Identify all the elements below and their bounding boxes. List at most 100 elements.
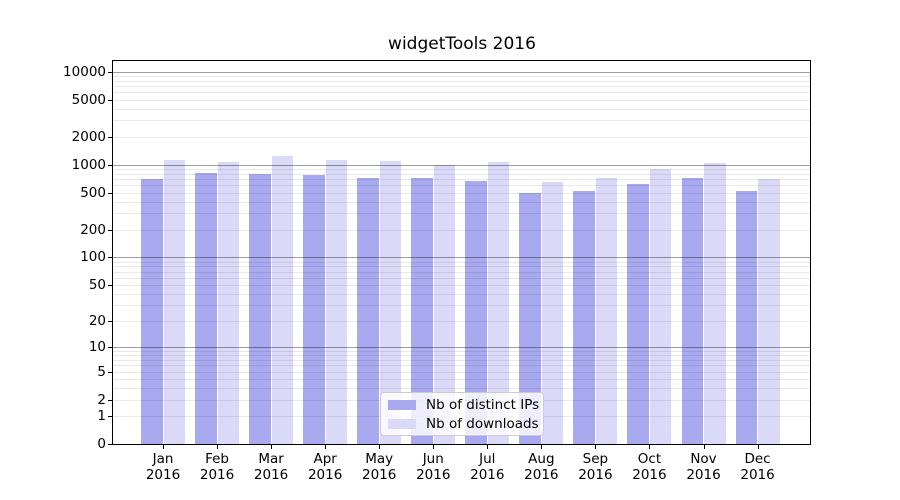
bar-distinct-ips-mar [249,173,271,444]
x-tick-label-apr: Apr 2016 [307,451,343,483]
minor-gridline [113,293,810,295]
bar-downloads-may [379,160,402,444]
y-tick [108,164,112,166]
y-tick-label: 200 [80,221,106,238]
minor-gridline [113,75,810,77]
x-tick-label-nov: Nov 2016 [686,451,721,483]
y-tick [108,444,112,445]
bar-distinct-ips-jul [465,180,487,444]
bar-downloads-sep [595,177,618,444]
minor-gridline [113,108,810,110]
y-tick [108,192,112,194]
minor-gridline [113,387,810,389]
minor-gridline [113,92,810,94]
x-tick-label-sep: Sep 2016 [578,451,613,483]
legend: Nb of distinct IPs Nb of downloads [380,392,544,436]
legend-label-downloads: Nb of downloads [426,415,539,432]
bar-downloads-apr [325,159,348,444]
legend-item-downloads: Nb of downloads [388,416,543,432]
bar-downloads-aug [541,181,564,444]
minor-gridline [113,350,810,352]
minor-gridline [113,136,810,138]
bar-distinct-ips-jan [141,179,163,444]
y-tick-label: 0 [97,436,106,452]
y-tick [108,399,112,401]
x-tick-label-oct: Oct 2016 [632,451,667,483]
bar-distinct-ips-oct [627,183,649,444]
y-tick [108,347,112,349]
bar-distinct-ips-apr [303,174,325,444]
x-tick-label-jan: Jan 2016 [145,451,181,483]
minor-gridline [113,213,810,215]
x-tick [541,445,543,449]
y-tick-label: 500 [80,184,106,201]
minor-gridline [113,371,810,373]
y-tick-label: 1 [97,407,106,424]
minor-gridline [113,178,810,180]
minor-gridline [113,378,810,380]
y-tick-label: 2 [97,391,106,408]
x-tick [595,445,597,449]
gridlines-layer [113,61,810,444]
plot-area [112,60,811,445]
bar-downloads-feb [217,161,240,444]
bar-downloads-jul [487,162,510,444]
bar-downloads-oct [649,168,672,444]
bar-distinct-ips-dec [735,191,758,444]
x-tick [649,445,651,449]
bar-downloads-jan [163,159,185,444]
bar-downloads-jun [433,165,456,444]
y-tick [108,71,112,73]
legend-swatch-downloads [388,418,416,429]
chart-title: widgetTools 2016 [388,34,536,54]
y-tick-label: 1000 [71,156,106,173]
y-tick [108,284,112,286]
minor-gridline [113,305,810,307]
minor-gridline [113,365,810,367]
y-tick [108,229,112,231]
minor-gridline [113,277,810,279]
x-tick-label-may: May 2016 [362,451,397,483]
x-tick [379,445,381,449]
legend-label-distinct-ips: Nb of distinct IPs [426,396,540,413]
minor-gridline [113,229,810,231]
bar-downloads-dec [758,179,780,444]
minor-gridline [113,120,810,122]
minor-gridline [113,355,810,357]
x-tick-label-jun: Jun 2016 [416,451,451,483]
minor-gridline [113,192,810,194]
minor-gridline [113,201,810,203]
bars-layer [113,61,810,444]
y-tick [108,136,112,138]
y-tick-label: 2000 [71,128,106,145]
x-tick [703,445,705,449]
bar-downloads-nov [704,163,726,444]
minor-gridline [113,320,810,322]
minor-gridline [113,173,810,175]
bar-distinct-ips-aug [519,193,541,444]
bar-distinct-ips-feb [195,172,217,444]
major-gridline [113,347,810,349]
minor-gridline [113,168,810,170]
y-tick-label: 5 [97,363,106,380]
x-tick-label-aug: Aug 2016 [524,451,559,483]
x-tick-label-dec: Dec 2016 [740,451,775,483]
minor-gridline [113,266,810,268]
bar-distinct-ips-jun [411,178,433,444]
major-gridline [113,164,810,166]
y-tick [108,99,112,101]
x-tick [433,445,435,449]
x-tick [163,445,164,449]
minor-gridline [113,261,810,263]
x-tick [487,445,489,449]
minor-gridline [113,271,810,273]
minor-gridline [113,85,810,87]
minor-gridline [113,284,810,286]
bar-downloads-mar [271,155,294,444]
bar-distinct-ips-sep [573,190,595,444]
y-tick [108,415,112,417]
x-tick-label-mar: Mar 2016 [253,451,289,483]
minor-gridline [113,185,810,187]
y-tick-label: 50 [88,276,106,293]
